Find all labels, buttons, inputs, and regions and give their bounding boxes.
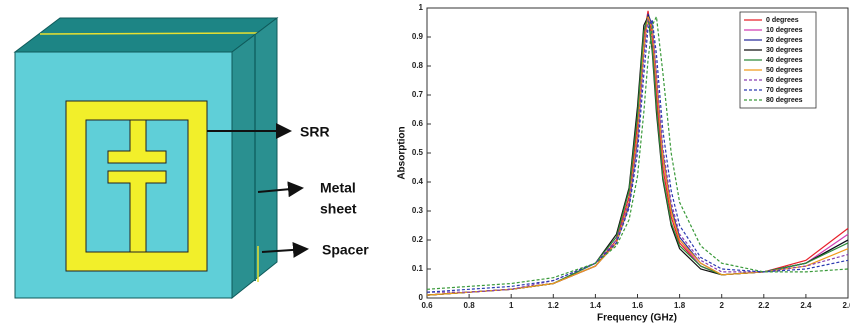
page: {"diagram": {"labels": {"srr": "SRR", "m… bbox=[0, 0, 850, 325]
y-tick-label: 0.2 bbox=[412, 235, 424, 244]
legend-label: 30 degrees bbox=[766, 47, 803, 54]
legend-label: 40 degrees bbox=[766, 57, 803, 64]
y-tick-label: 0.5 bbox=[412, 148, 424, 157]
y-tick-label: 1 bbox=[419, 3, 424, 12]
x-tick-label: 0.8 bbox=[464, 301, 476, 310]
x-tick-label: 2 bbox=[719, 301, 724, 310]
legend-label: 0 degrees bbox=[766, 17, 799, 24]
x-axis-title: Frequency (GHz) bbox=[597, 313, 677, 324]
diagram: SRR Metal sheet Spacer bbox=[15, 18, 369, 298]
chart: Frequency (GHz) Absorption 0.6 0.8 1 1.2 1.4… bbox=[397, 3, 850, 324]
legend-label: 80 degrees bbox=[766, 97, 803, 104]
block-top bbox=[15, 18, 277, 52]
y-tick-label: 0.1 bbox=[412, 264, 424, 273]
metal-label: Metal bbox=[320, 180, 356, 196]
legend-label: 60 degrees bbox=[766, 77, 803, 84]
x-tick-label: 1 bbox=[509, 301, 514, 310]
x-tick-label: 2.2 bbox=[758, 301, 770, 310]
x-tick-label: 0.6 bbox=[421, 301, 433, 310]
x-tick-label: 1.4 bbox=[590, 301, 602, 310]
y-tick-label: 0 bbox=[419, 293, 424, 302]
legend-label: 10 degrees bbox=[766, 27, 803, 34]
metal-label: sheet bbox=[320, 201, 357, 217]
x-tick-label: 1.2 bbox=[548, 301, 560, 310]
y-tick-label: 0.4 bbox=[412, 177, 424, 186]
x-tick-label: 1.8 bbox=[674, 301, 686, 310]
y-tick-label: 0.7 bbox=[412, 90, 424, 99]
y-tick-label: 0.3 bbox=[412, 206, 424, 215]
srr-label: SRR bbox=[300, 124, 330, 140]
x-tick-label: 1.6 bbox=[632, 301, 644, 310]
legend-label: 70 degrees bbox=[766, 87, 803, 94]
figure: SRR Metal sheet Spacer Frequency (GHz) A… bbox=[0, 0, 850, 325]
legend-label: 50 degrees bbox=[766, 67, 803, 74]
spacer-label: Spacer bbox=[322, 242, 369, 258]
y-axis-title: Absorption bbox=[397, 126, 408, 179]
x-tick-label: 2.4 bbox=[800, 301, 812, 310]
y-tick-label: 0.8 bbox=[412, 61, 424, 70]
x-tick-label: 2.6 bbox=[842, 301, 850, 310]
legend-label: 20 degrees bbox=[766, 37, 803, 44]
y-tick-label: 0.6 bbox=[412, 119, 424, 128]
y-tick-label: 0.9 bbox=[412, 32, 424, 41]
top-edge-line bbox=[40, 33, 258, 34]
